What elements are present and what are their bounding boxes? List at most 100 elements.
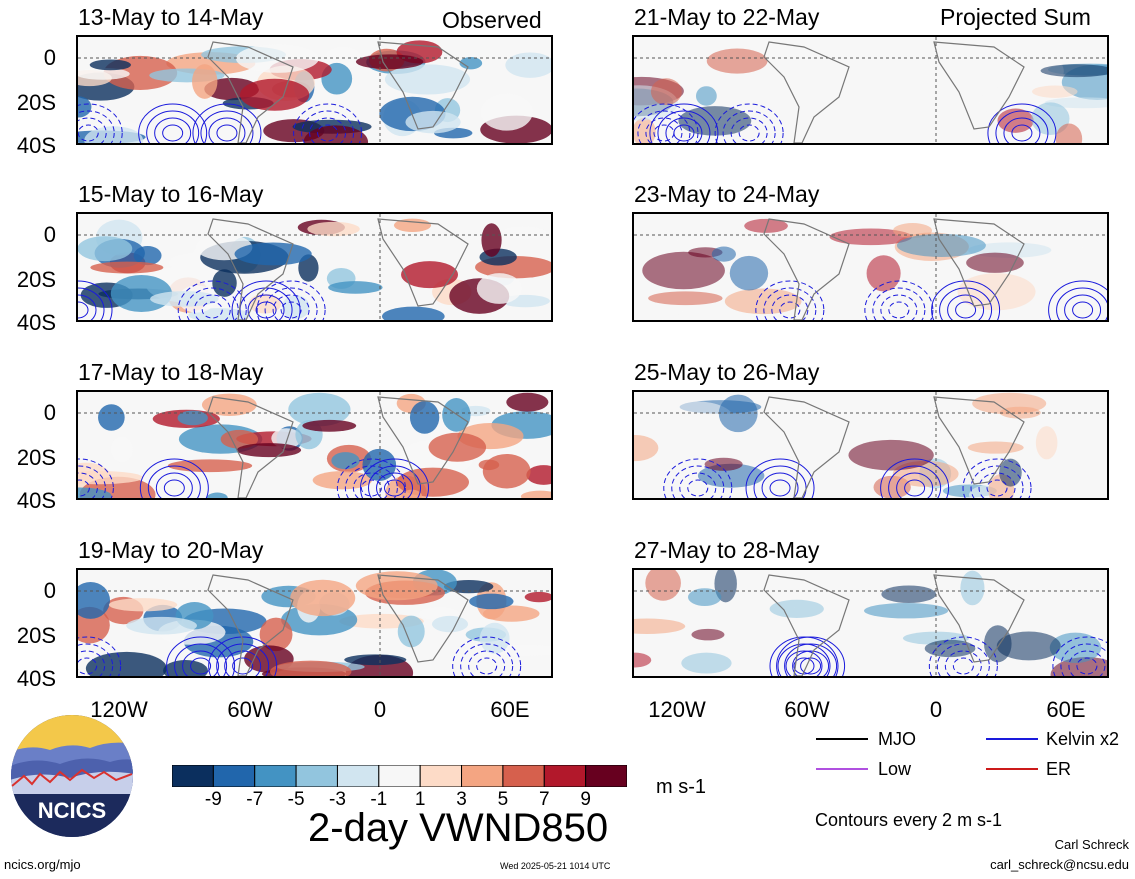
colorbar-tick-label: -9 bbox=[204, 789, 222, 810]
lat-label-20s: 20S bbox=[16, 445, 56, 470]
kelvin-contour bbox=[78, 117, 107, 143]
anomaly-blob bbox=[711, 246, 736, 262]
anomaly-blob bbox=[881, 585, 937, 604]
anomaly-blob bbox=[78, 470, 144, 485]
anomaly-blob bbox=[505, 52, 551, 78]
south-america-outline bbox=[763, 396, 850, 498]
anomaly-blob bbox=[459, 57, 483, 70]
lon-label-60w: 60W bbox=[784, 697, 830, 722]
anomaly-blob bbox=[695, 86, 717, 106]
kelvin-contour bbox=[714, 103, 784, 143]
kelvin-contour bbox=[896, 472, 934, 498]
anomaly-blob bbox=[524, 591, 551, 603]
kelvin-contour bbox=[962, 458, 1032, 498]
anomaly-blob bbox=[206, 492, 228, 498]
kelvin-contour bbox=[793, 657, 815, 675]
anomaly-blob bbox=[866, 255, 901, 292]
kelvin-contour bbox=[232, 657, 254, 675]
anomaly-blob bbox=[397, 615, 425, 648]
africa-outline bbox=[377, 41, 469, 130]
anomaly-blob bbox=[192, 64, 218, 99]
panel-title-proj-2: 23-May to 24-May bbox=[634, 181, 820, 207]
anomaly-blob bbox=[996, 631, 1061, 661]
colorbar-tick-label: 7 bbox=[538, 789, 550, 810]
anomaly-blob bbox=[177, 410, 208, 426]
africa-outline bbox=[933, 218, 1025, 307]
anomaly-blob bbox=[201, 393, 257, 416]
kelvin-contour bbox=[78, 472, 98, 498]
africa-outline bbox=[377, 218, 469, 307]
kelvin-contour bbox=[146, 110, 200, 143]
anomaly-blob bbox=[829, 228, 913, 246]
lat-label-40s: 40S bbox=[16, 310, 56, 335]
kelvin-contour bbox=[272, 294, 310, 320]
anomaly-blob bbox=[312, 471, 372, 490]
anomaly-blob bbox=[90, 261, 164, 274]
kelvin-contour bbox=[208, 117, 246, 143]
anomaly-blob bbox=[999, 458, 1022, 487]
heatmap-svg bbox=[634, 37, 1107, 143]
anomaly-blob bbox=[1080, 244, 1107, 259]
anomaly-blob bbox=[401, 489, 422, 498]
kelvin-contour bbox=[166, 636, 236, 676]
anomaly-blob bbox=[288, 392, 351, 427]
contour-note: Contours every 2 m s-1 bbox=[815, 810, 1003, 830]
lon-label-60e: 60E bbox=[490, 697, 530, 722]
kelvin-contour bbox=[952, 657, 974, 675]
anomaly-blob bbox=[892, 223, 933, 239]
south-america-outline bbox=[763, 218, 850, 320]
anomaly-blob bbox=[1049, 632, 1102, 663]
kelvin-contour bbox=[939, 287, 993, 320]
colorbar-tick-label: -5 bbox=[287, 789, 305, 810]
colorbar-swatch bbox=[336, 764, 380, 788]
anomaly-blob bbox=[476, 273, 522, 304]
south-america-outline bbox=[207, 41, 294, 143]
colorbar-swatch bbox=[171, 764, 214, 788]
kelvin-contour bbox=[653, 124, 675, 142]
anomaly-blob bbox=[769, 599, 824, 618]
anomaly-blob bbox=[428, 432, 487, 462]
anomaly-blob bbox=[89, 59, 131, 71]
panel-title-obs-3: 17-May to 18-May bbox=[78, 359, 264, 385]
south-america-outline bbox=[207, 218, 294, 320]
kelvin-contour bbox=[78, 110, 115, 143]
map-panel-proj-3 bbox=[632, 390, 1109, 500]
colorbar-tick-label: -3 bbox=[329, 789, 346, 810]
legend-label-low: Low bbox=[878, 759, 912, 779]
kelvin-contour bbox=[785, 650, 823, 676]
lon-label-0: 0 bbox=[373, 697, 387, 722]
kelvin-contour bbox=[1068, 650, 1106, 676]
anomaly-blob bbox=[634, 434, 659, 462]
anomaly-blob bbox=[303, 125, 369, 143]
kelvin-contour bbox=[162, 124, 184, 142]
kelvin-contour bbox=[1048, 280, 1107, 320]
kelvin-contour bbox=[192, 103, 262, 143]
kelvin-contour bbox=[78, 657, 98, 675]
site-link[interactable]: ncics.org/mjo bbox=[4, 857, 81, 872]
colorbar-swatch bbox=[502, 764, 545, 788]
kelvin-contour bbox=[231, 280, 301, 320]
legend-label-kelvin: Kelvin x2 bbox=[1046, 729, 1120, 749]
anomaly-blob bbox=[642, 251, 725, 290]
kelvin-contour bbox=[730, 117, 768, 143]
anomaly-blob bbox=[896, 233, 986, 258]
kelvin-contour bbox=[78, 280, 113, 320]
anomaly-blob bbox=[658, 401, 735, 438]
kelvin-contour bbox=[1072, 301, 1094, 319]
anomaly-blob bbox=[431, 615, 469, 633]
anomaly-blob bbox=[634, 618, 686, 634]
kelvin-contour bbox=[880, 458, 950, 498]
anomaly-blob bbox=[704, 457, 743, 471]
map-panel-proj-2 bbox=[632, 212, 1109, 322]
kelvin-contour bbox=[944, 650, 982, 676]
projected-tag: Projected Sum bbox=[940, 4, 1091, 30]
anomaly-blob bbox=[307, 221, 360, 237]
colorbar-swatch bbox=[212, 764, 256, 788]
lat-label-0: 0 bbox=[43, 222, 56, 247]
kelvin-contour bbox=[174, 643, 228, 676]
kelvin-contour bbox=[970, 465, 1024, 498]
anomaly-blob bbox=[384, 64, 471, 95]
map-panel-obs-1 bbox=[76, 35, 553, 145]
anomaly-blob bbox=[328, 281, 383, 294]
anomaly-blob bbox=[960, 570, 985, 606]
